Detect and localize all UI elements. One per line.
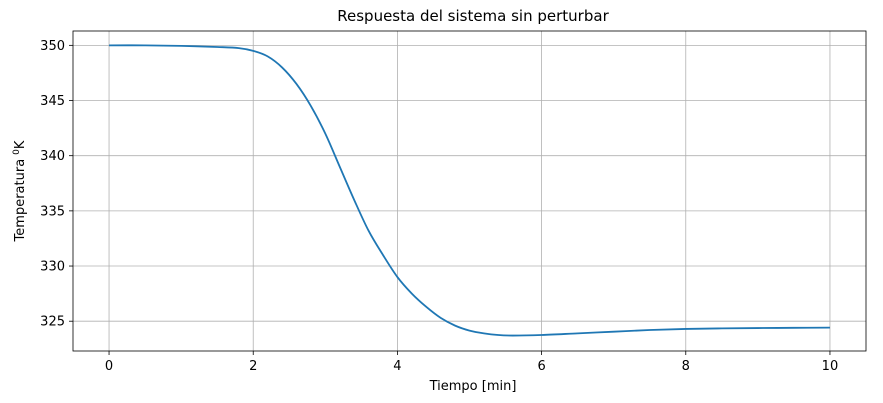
- y-tick-label: 340: [40, 149, 65, 164]
- y-tick-label: 325: [40, 315, 65, 330]
- y-tick-label: 335: [40, 204, 65, 219]
- y-axis-label: Temperatura 0K: [12, 140, 28, 242]
- x-tick-label: 2: [249, 359, 257, 374]
- grid: [73, 31, 866, 351]
- x-tick-label: 10: [822, 359, 839, 374]
- plot-frame: [72, 30, 867, 352]
- x-tick-label: 4: [393, 359, 401, 374]
- x-tick-label: 0: [105, 359, 113, 374]
- y-tick-label: 350: [40, 39, 65, 54]
- x-axis-label: Tiempo [min]: [429, 379, 517, 394]
- ticks: 0 2 4 6 8 10 325 330 335 340 345 350: [40, 39, 838, 374]
- y-axis-label-unit: K: [13, 140, 28, 149]
- chart-title: Respuesta del sistema sin perturbar: [337, 7, 609, 25]
- series-layer: [109, 44, 830, 337]
- y-axis-label-main: Temperatura: [13, 159, 28, 243]
- x-tick-label: 6: [537, 359, 545, 374]
- temperature-series-line: [109, 44, 830, 337]
- y-tick-label: 330: [40, 260, 65, 275]
- y-tick-label: 345: [40, 94, 65, 109]
- x-tick-label: 8: [682, 359, 690, 374]
- y-axis-label-superscript: 0: [12, 149, 22, 155]
